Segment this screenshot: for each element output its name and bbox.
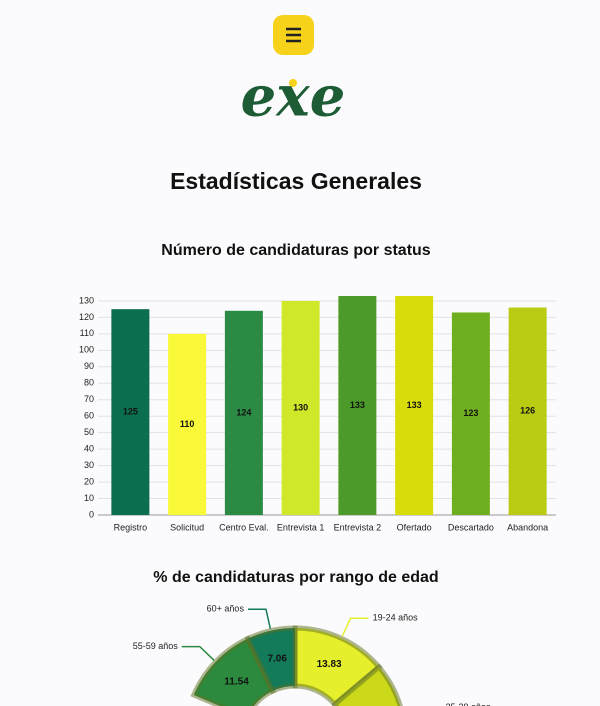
bar: [111, 309, 150, 515]
y-tick-label: 100: [79, 345, 94, 355]
bar: [451, 312, 490, 515]
segment-value-label: 7.06: [267, 654, 287, 665]
bar: [281, 300, 320, 515]
doughnut-segment: [244, 625, 298, 695]
segment-value-label: 13.83: [317, 659, 342, 670]
bar: [224, 310, 263, 515]
y-tick-label: 20: [84, 476, 94, 486]
y-tick-label: 120: [79, 312, 94, 322]
bar-value-label: 125: [123, 406, 138, 416]
bar: [508, 307, 547, 515]
x-tick-label: Ofertado: [397, 522, 432, 532]
bar-value-label: 133: [350, 400, 365, 410]
logo-dot: [289, 79, 297, 87]
bar-value-label: 123: [463, 408, 478, 418]
logo: exe: [241, 64, 346, 130]
y-tick-label: 0: [89, 509, 94, 519]
y-tick-label: 40: [84, 444, 94, 454]
segment-label: 55-59 años: [133, 641, 179, 651]
segment-label: 25-29 años: [446, 702, 492, 706]
x-tick-label: Descartado: [448, 522, 494, 532]
y-tick-label: 70: [84, 394, 94, 404]
segment-label: 19-24 años: [373, 613, 419, 623]
y-tick-label: 30: [84, 460, 94, 470]
y-tick-label: 90: [84, 361, 94, 371]
chart-title: % de candidaturas por rango de edad: [153, 569, 438, 586]
leader-line: [341, 617, 369, 637]
y-tick-label: 10: [84, 493, 94, 503]
y-tick-label: 60: [84, 411, 94, 421]
segment-value-label: 11.54: [224, 677, 249, 688]
segment-label: 60+ años: [207, 604, 245, 614]
bar-value-label: 126: [520, 406, 535, 416]
bar-value-label: 133: [407, 400, 422, 410]
y-tick-label: 130: [79, 295, 94, 305]
x-tick-label: Entrevista 1: [277, 522, 325, 532]
x-tick-label: Centro Eval.: [219, 522, 269, 532]
y-tick-label: 80: [84, 378, 94, 388]
bar-value-label: 130: [293, 402, 308, 412]
menu-icon: [286, 27, 301, 43]
chart-title: Número de candidaturas por status: [161, 242, 430, 259]
x-tick-label: Registro: [114, 522, 148, 532]
bar-value-label: 110: [180, 419, 195, 429]
x-tick-label: Entrevista 2: [334, 522, 382, 532]
leader-line: [247, 608, 272, 629]
bar: [168, 333, 207, 515]
x-tick-label: Solicitud: [170, 522, 204, 532]
doughnut-segment: [331, 663, 403, 706]
bar: [338, 296, 377, 515]
bar-value-label: 124: [236, 407, 251, 417]
x-tick-label: Abandona: [507, 522, 548, 532]
page-title: Estadísticas Generales: [170, 168, 422, 194]
bar: [395, 296, 434, 515]
y-tick-label: 50: [84, 427, 94, 437]
y-tick-label: 110: [80, 328, 94, 338]
leader-line: [181, 645, 215, 662]
